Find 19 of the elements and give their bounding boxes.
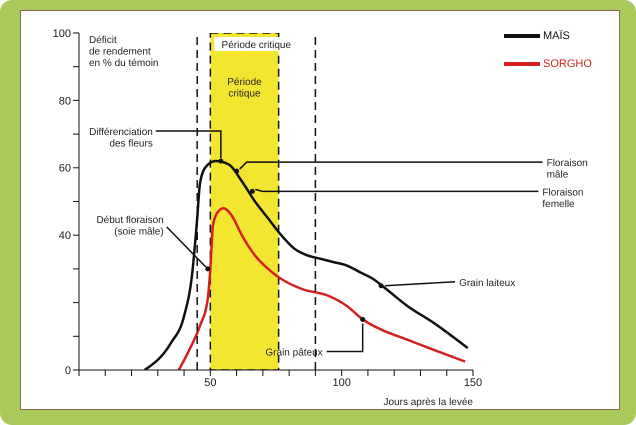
- y-tick-label: 60: [58, 162, 71, 175]
- legend-label: SORGHO: [543, 58, 592, 70]
- annotation: Floraison femelle: [542, 187, 584, 210]
- x-tick-label: 150: [464, 376, 482, 389]
- y-tick-label: 40: [58, 230, 71, 242]
- x-tick-label: 50: [204, 376, 216, 389]
- y-tick-label: 100: [52, 28, 71, 40]
- y-tick-label: 0: [64, 364, 71, 377]
- x-axis-title: Jours après la levée: [384, 397, 474, 408]
- legend-label: MAÏS: [543, 30, 570, 42]
- annotation: Période critique: [222, 40, 292, 51]
- band-label: Période critique: [227, 77, 262, 100]
- x-tick-label: 100: [332, 376, 351, 389]
- annotation: Grain laiteux: [459, 278, 516, 289]
- annotation: Différenciation des fleurs: [89, 127, 153, 150]
- y-tick-label: 80: [58, 95, 71, 108]
- y-axis-title: Déficit de rendement en % du témoin: [89, 35, 158, 69]
- annotation: Début floraison (soie mâle): [96, 214, 164, 238]
- annotation: Floraison mâle: [546, 158, 588, 181]
